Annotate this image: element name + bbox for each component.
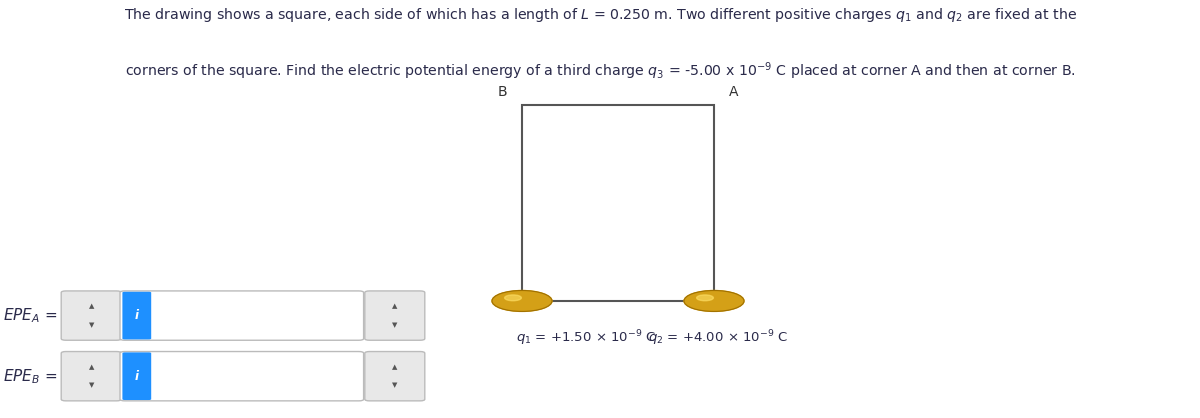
FancyBboxPatch shape xyxy=(122,292,151,339)
Text: $q_2$ = +4.00 × 10$^{-9}$ C: $q_2$ = +4.00 × 10$^{-9}$ C xyxy=(648,328,788,348)
Text: ▼: ▼ xyxy=(89,322,94,328)
Text: corners of the square. Find the electric potential energy of a third charge $q_3: corners of the square. Find the electric… xyxy=(125,61,1075,82)
Text: ▲: ▲ xyxy=(392,364,397,370)
Circle shape xyxy=(684,291,744,311)
Circle shape xyxy=(696,295,713,301)
Text: ▲: ▲ xyxy=(89,364,94,370)
Text: B: B xyxy=(498,86,508,99)
Circle shape xyxy=(492,291,552,311)
Text: $EPE_B$ =: $EPE_B$ = xyxy=(4,367,58,385)
FancyBboxPatch shape xyxy=(120,291,364,340)
Circle shape xyxy=(504,295,521,301)
Text: ▲: ▲ xyxy=(392,303,397,309)
FancyBboxPatch shape xyxy=(122,352,151,400)
Text: $q_1$ = +1.50 × 10$^{-9}$ C: $q_1$ = +1.50 × 10$^{-9}$ C xyxy=(516,328,656,348)
Polygon shape xyxy=(522,104,714,301)
FancyBboxPatch shape xyxy=(365,352,425,401)
Text: The drawing shows a square, each side of which has a length of $L$ = 0.250 m. Tw: The drawing shows a square, each side of… xyxy=(124,6,1076,24)
FancyBboxPatch shape xyxy=(120,352,364,401)
FancyBboxPatch shape xyxy=(61,352,121,401)
FancyBboxPatch shape xyxy=(61,291,121,340)
FancyBboxPatch shape xyxy=(365,291,425,340)
Text: A: A xyxy=(728,86,738,99)
Text: $EPE_A$ =: $EPE_A$ = xyxy=(4,306,58,325)
Text: i: i xyxy=(134,309,139,322)
Text: ▲: ▲ xyxy=(89,303,94,309)
Text: ▼: ▼ xyxy=(392,322,397,328)
Text: ▼: ▼ xyxy=(392,382,397,388)
Text: ▼: ▼ xyxy=(89,382,94,388)
Text: i: i xyxy=(134,370,139,383)
